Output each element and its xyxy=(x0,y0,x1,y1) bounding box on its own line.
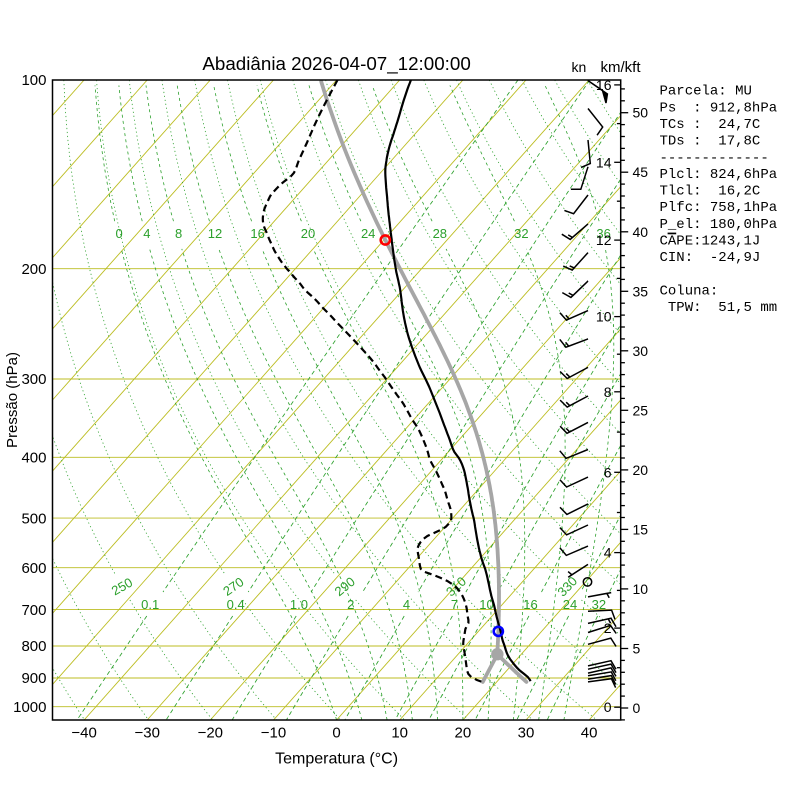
svg-text:2: 2 xyxy=(347,597,354,612)
svg-text:10: 10 xyxy=(479,597,493,612)
svg-text:7: 7 xyxy=(451,597,458,612)
svg-text:TPW: 51,5 mm: TPW: 51,5 mm xyxy=(660,300,778,316)
svg-text:4: 4 xyxy=(143,226,150,241)
svg-text:12: 12 xyxy=(208,226,222,241)
svg-text:0.1: 0.1 xyxy=(141,597,159,612)
svg-text:TDs : 17,8C: TDs : 17,8C xyxy=(660,134,761,150)
svg-text:40: 40 xyxy=(581,725,598,742)
svg-text:500: 500 xyxy=(21,510,46,527)
svg-text:10: 10 xyxy=(391,725,408,742)
svg-text:−10: −10 xyxy=(261,725,286,742)
svg-text:4: 4 xyxy=(604,545,612,561)
svg-text:36: 36 xyxy=(596,226,610,241)
svg-text:20: 20 xyxy=(455,725,472,742)
svg-text:Abadiânia 2026-04-07_12:00:00: Abadiânia 2026-04-07_12:00:00 xyxy=(202,53,470,75)
svg-text:Tlcl: 16,2C: Tlcl: 16,2C xyxy=(660,184,761,200)
svg-text:100: 100 xyxy=(21,72,46,89)
svg-text:50: 50 xyxy=(633,105,649,121)
svg-text:−30: −30 xyxy=(134,725,159,742)
svg-text:600: 600 xyxy=(21,560,46,577)
svg-text:24: 24 xyxy=(563,597,577,612)
svg-text:16: 16 xyxy=(523,597,537,612)
svg-text:0: 0 xyxy=(604,699,612,715)
svg-text:Pressão (hPa): Pressão (hPa) xyxy=(4,352,21,448)
svg-text:TCs : 24,7C: TCs : 24,7C xyxy=(660,117,761,133)
svg-text:5: 5 xyxy=(633,641,641,657)
svg-text:1000: 1000 xyxy=(13,699,46,716)
svg-text:kn: kn xyxy=(572,59,587,75)
svg-text:2: 2 xyxy=(604,620,612,636)
svg-text:30: 30 xyxy=(633,343,649,359)
svg-text:1.0: 1.0 xyxy=(290,597,308,612)
svg-text:32: 32 xyxy=(514,226,528,241)
svg-text:-------------: ------------- xyxy=(660,150,769,166)
svg-text:0.4: 0.4 xyxy=(227,597,245,612)
svg-text:Parcela: MU: Parcela: MU xyxy=(660,84,752,100)
svg-text:16: 16 xyxy=(250,226,264,241)
svg-text:12: 12 xyxy=(596,232,612,248)
svg-text:−40: −40 xyxy=(71,725,96,742)
svg-text:24: 24 xyxy=(361,226,375,241)
svg-text:0: 0 xyxy=(633,700,641,716)
svg-text:16: 16 xyxy=(596,77,612,93)
svg-text:km/kft: km/kft xyxy=(601,59,642,76)
svg-text:800: 800 xyxy=(21,638,46,655)
svg-text:40: 40 xyxy=(633,224,649,240)
svg-text:20: 20 xyxy=(633,462,649,478)
svg-text:700: 700 xyxy=(21,602,46,619)
svg-text:35: 35 xyxy=(633,283,649,299)
svg-text:25: 25 xyxy=(633,402,649,418)
svg-text:CIN: -24,9J: CIN: -24,9J xyxy=(660,250,761,266)
svg-text:10: 10 xyxy=(633,581,649,597)
svg-text:14: 14 xyxy=(596,154,612,170)
svg-text:28: 28 xyxy=(433,226,447,241)
svg-text:32: 32 xyxy=(592,597,606,612)
svg-text:−20: −20 xyxy=(198,725,223,742)
svg-text:0: 0 xyxy=(115,226,122,241)
svg-text:8: 8 xyxy=(175,226,182,241)
svg-text:Plcl: 824,6hPa: Plcl: 824,6hPa xyxy=(660,167,778,183)
svg-text:0: 0 xyxy=(332,725,340,742)
svg-text:400: 400 xyxy=(21,450,46,467)
svg-text:10: 10 xyxy=(596,309,612,325)
svg-text:Ps : 912,8hPa: Ps : 912,8hPa xyxy=(660,100,778,116)
svg-text:200: 200 xyxy=(21,261,46,278)
svg-text:8: 8 xyxy=(604,384,612,400)
svg-text:CAPE:1243,1J: CAPE:1243,1J xyxy=(660,234,761,250)
svg-text:4: 4 xyxy=(403,597,410,612)
svg-text:P_el: 180,0hPa: P_el: 180,0hPa xyxy=(660,217,778,233)
svg-text:20: 20 xyxy=(301,226,315,241)
svg-text:15: 15 xyxy=(633,521,649,537)
svg-text:900: 900 xyxy=(21,670,46,687)
svg-text:Temperatura (°C): Temperatura (°C) xyxy=(275,750,398,767)
svg-text:300: 300 xyxy=(21,371,46,388)
svg-text:45: 45 xyxy=(633,164,649,180)
svg-text:6: 6 xyxy=(604,464,612,480)
svg-text:30: 30 xyxy=(518,725,535,742)
svg-text:Coluna:: Coluna: xyxy=(660,284,719,300)
svg-text:Plfc: 758,1hPa: Plfc: 758,1hPa xyxy=(660,200,778,216)
